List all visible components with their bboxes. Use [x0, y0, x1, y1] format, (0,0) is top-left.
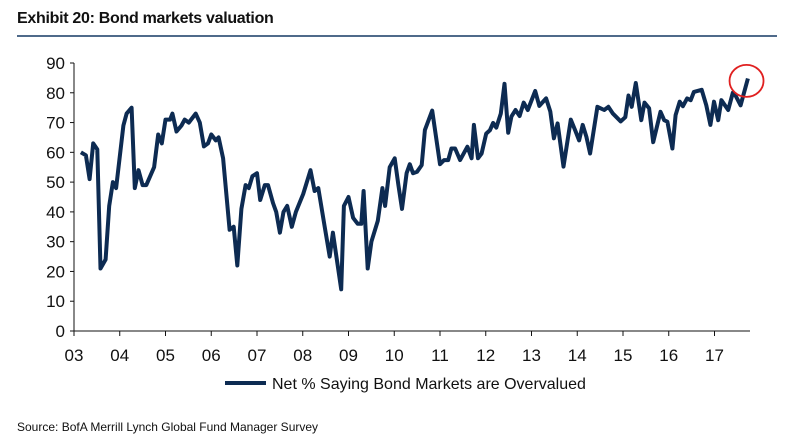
y-tick-label: 60	[46, 143, 65, 162]
title-divider	[17, 35, 777, 37]
x-tick-label: 07	[248, 346, 267, 365]
y-tick-label: 0	[56, 322, 65, 341]
x-tick-label: 06	[202, 346, 221, 365]
x-tick-label: 15	[614, 346, 633, 365]
axes	[73, 63, 750, 332]
x-tick-label: 05	[156, 346, 175, 365]
x-tick-label: 13	[522, 346, 541, 365]
x-tick-label: 14	[568, 346, 587, 365]
y-tick-label: 30	[46, 233, 65, 252]
x-tick-label: 12	[476, 346, 495, 365]
x-tick-label: 10	[385, 346, 404, 365]
x-axis-ticks: 03 04 05 06 07 08 09 10 11 12 13 14 15 16 17	[65, 331, 724, 365]
series-line	[79, 77, 750, 292]
x-tick-label: 04	[110, 346, 129, 365]
source-note: Source: BofA Merrill Lynch Global Fund M…	[17, 420, 319, 434]
y-tick-label: 80	[46, 84, 65, 103]
y-tick-label: 40	[46, 203, 65, 222]
x-tick-label: 11	[431, 346, 449, 365]
x-tick-label: 03	[65, 346, 84, 365]
x-tick-label: 17	[705, 346, 724, 365]
y-tick-label: 90	[46, 54, 65, 73]
y-tick-label: 10	[46, 292, 65, 311]
legend-label: Net % Saying Bond Markets are Overvalued	[272, 376, 586, 393]
x-tick-label: 09	[339, 346, 358, 365]
y-axis-ticks: 0 10 20 30 40 50 60 70 80 90	[46, 54, 74, 341]
highlight-circle-annotation	[728, 63, 765, 98]
x-tick-label: 16	[659, 346, 678, 365]
x-tick-label: 08	[293, 346, 312, 365]
y-tick-label: 70	[46, 114, 65, 133]
chart-title: Exhibit 20: Bond markets valuation	[17, 10, 274, 27]
y-tick-label: 20	[46, 262, 65, 281]
y-tick-label: 50	[46, 173, 65, 192]
